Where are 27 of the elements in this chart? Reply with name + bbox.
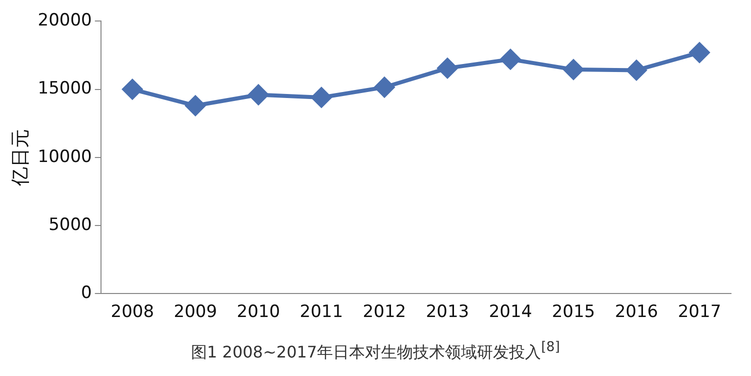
point xyxy=(374,77,394,98)
point xyxy=(437,58,458,78)
y-tick-label: 0 xyxy=(81,283,92,304)
point xyxy=(248,84,268,105)
point xyxy=(626,60,646,80)
x-tick-label: 2009 xyxy=(174,302,218,322)
y-tick-label: 15000 xyxy=(38,78,92,99)
point xyxy=(500,49,520,70)
x-tick-label: 2014 xyxy=(488,302,532,322)
x-tick-label: 2017 xyxy=(678,302,722,322)
text: 图1 2008~2017年日本对生物技术领域研发投入$^{[8]}$ xyxy=(190,340,561,364)
point xyxy=(185,96,206,116)
point xyxy=(311,87,332,108)
y-tick-label: 5000 xyxy=(48,214,92,235)
x-tick-label: 2012 xyxy=(362,302,406,322)
x-tick-label: 2013 xyxy=(426,302,470,322)
x-tick-label: 2015 xyxy=(552,302,596,322)
y-tick-label: 10000 xyxy=(38,146,92,167)
point xyxy=(122,79,142,100)
x-tick-label: 2008 xyxy=(110,302,154,322)
x-tick-label: 2011 xyxy=(300,302,344,322)
y-axis-title: 亿日元 xyxy=(9,128,32,187)
point xyxy=(689,42,710,63)
x-tick-label: 2010 xyxy=(236,302,280,322)
y-tick-label: 20000 xyxy=(38,10,92,31)
x-tick-label: 2016 xyxy=(614,302,658,322)
point xyxy=(563,60,584,80)
